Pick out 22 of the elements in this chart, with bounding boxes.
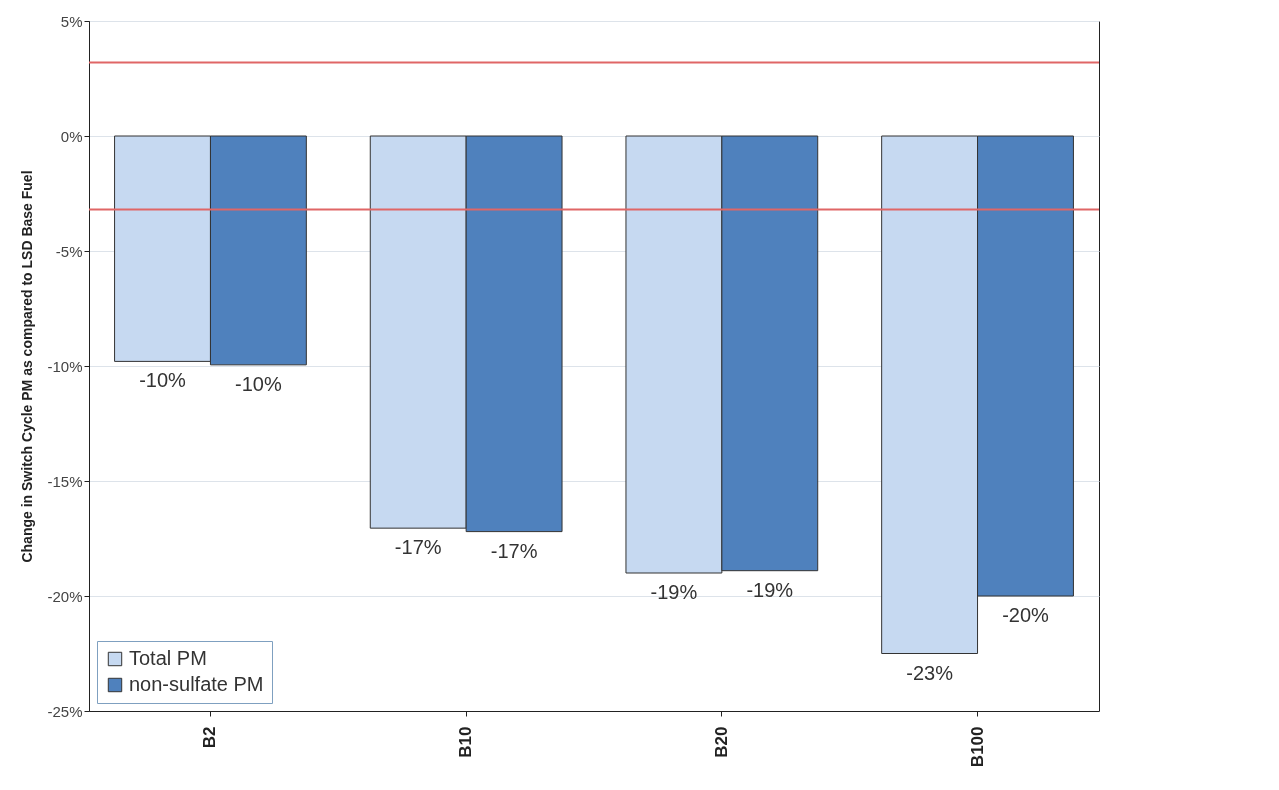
y-tick-label: 0% — [60, 127, 83, 145]
y-tick-label: -20% — [47, 587, 83, 605]
x-tick-label: B2 — [200, 726, 220, 749]
data-label: -10% — [139, 369, 187, 392]
x-tick-label: B10 — [456, 726, 476, 758]
data-label: -17% — [490, 539, 538, 562]
data-label: -19% — [650, 581, 698, 603]
data-label: -17% — [394, 536, 442, 559]
legend-label: non-sulfate PM — [129, 673, 264, 695]
data-label: -19% — [746, 578, 794, 601]
y-tick-label: -25% — [47, 702, 83, 720]
y-tick-label: -15% — [47, 472, 83, 490]
x-tick-label: B100 — [967, 726, 987, 768]
y-axis-title: Change in Switch Cycle PM as compared to LSD Base Fuel — [19, 170, 36, 563]
legend-label: Total PM — [129, 647, 207, 669]
y-tick-label: -10% — [47, 357, 83, 375]
data-label: -23% — [906, 661, 954, 684]
x-tick-label: B20 — [711, 726, 731, 758]
y-tick-label: -5% — [55, 242, 83, 260]
y-tick-label: 5% — [60, 12, 83, 30]
data-label: -10% — [235, 372, 282, 395]
data-label: -20% — [1002, 604, 1050, 626]
